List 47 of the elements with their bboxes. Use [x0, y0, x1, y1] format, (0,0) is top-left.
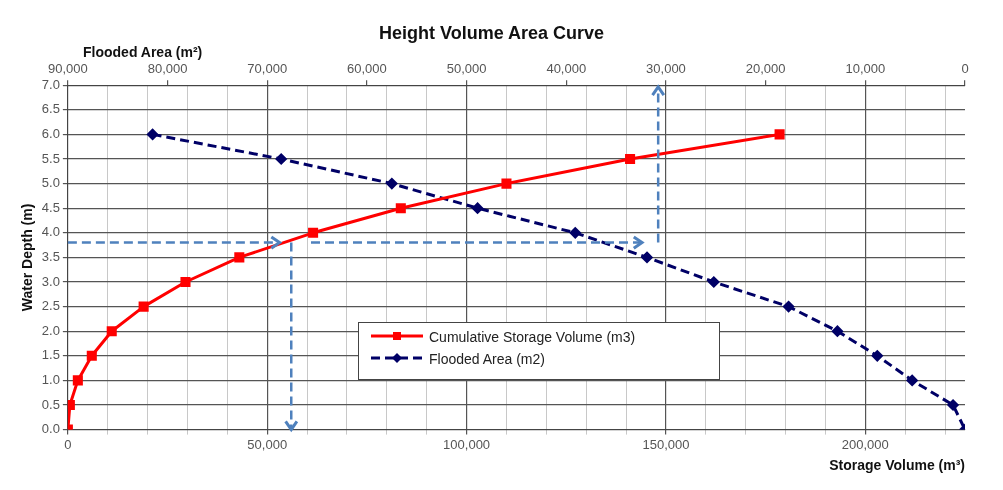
x2-tick-label: 80,000 [147, 60, 188, 76]
x2-tick-label: 60,000 [347, 60, 387, 76]
chart-title: Height Volume Area Curve [378, 22, 605, 43]
x2-axis-title: Flooded Area (m²) [83, 44, 203, 60]
legend-label: Cumulative Storage Volume (m3) [429, 329, 636, 345]
point [180, 276, 191, 288]
point [234, 252, 245, 263]
y-tick-label: 2.5 [41, 298, 60, 314]
x-tick-label: 100,000 [443, 436, 491, 452]
y-tick-label: 0.0 [41, 421, 60, 437]
point [308, 227, 319, 238]
point [72, 375, 83, 386]
y-tick-label: 5.0 [41, 175, 60, 191]
y-tick-label: 5.5 [41, 150, 60, 166]
x2-tick-label: 20,000 [745, 60, 786, 76]
y-tick-label: 0.5 [41, 396, 60, 412]
x-tick-label: 0 [64, 436, 72, 452]
y-tick-label: 7.0 [41, 76, 60, 92]
y-tick-label: 4.0 [41, 224, 60, 240]
y-tick-label: 1.5 [41, 347, 60, 363]
y-tick-label: 1.0 [41, 371, 60, 387]
y-tick-label: 3.0 [41, 273, 60, 289]
point [625, 153, 636, 165]
y-tick-label: 4.5 [41, 199, 60, 215]
point [86, 350, 97, 361]
y-axis-title: Water Depth (m) [19, 203, 36, 312]
point [774, 129, 785, 140]
point [501, 178, 512, 189]
y-tick-label: 2.0 [41, 322, 60, 338]
x2-tick-label: 70,000 [247, 60, 288, 76]
x-tick-label: 50,000 [247, 436, 288, 452]
x2-tick-label: 10,000 [845, 60, 886, 76]
x-tick-label: 150,000 [642, 436, 690, 452]
x-axis-title: Storage Volume (m³) [829, 457, 965, 474]
x2-tick-label: 90,000 [47, 60, 88, 76]
legend-label: Flooded Area (m2) [429, 351, 545, 367]
point [138, 301, 149, 312]
point [395, 203, 406, 214]
point [106, 326, 117, 337]
y-tick-label: 6.0 [41, 125, 60, 141]
x-tick-label: 200,000 [841, 436, 889, 452]
y-tick-label: 6.5 [41, 101, 60, 117]
x2-tick-label: 40,000 [546, 60, 587, 76]
x2-tick-label: 50,000 [446, 60, 487, 76]
x2-tick-label: 0 [961, 60, 969, 76]
y-tick-label: 3.5 [41, 248, 60, 264]
x2-tick-label: 30,000 [646, 60, 686, 76]
